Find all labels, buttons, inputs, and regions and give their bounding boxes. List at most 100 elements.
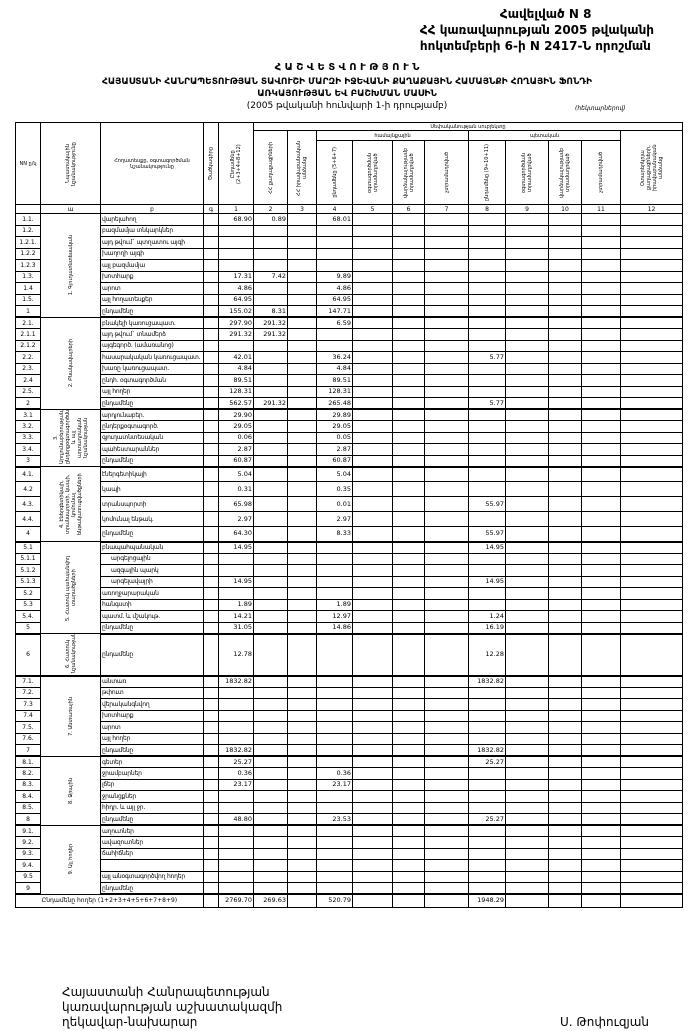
- code-cell: [203, 778, 219, 791]
- group-label-text: 3. Արդյունաբերության, ընդերքօգտագործման …: [52, 409, 89, 465]
- value-c1: [218, 698, 254, 711]
- value-c12: [619, 328, 684, 341]
- value-c2: 7.42: [253, 270, 288, 283]
- value-c8: [468, 481, 506, 497]
- land-type: առողջարարական: [100, 587, 204, 600]
- value-c3: [287, 236, 317, 249]
- value-c8: 25.27: [468, 813, 506, 826]
- code-cell: [203, 385, 219, 398]
- value-c3: [287, 339, 317, 352]
- table-row: 1.3. խոտհարք 17.31 7.42 9.89: [15, 270, 684, 283]
- value-c5: [352, 431, 393, 444]
- value-c3: [287, 270, 317, 283]
- value-c12: [619, 385, 684, 398]
- value-c7: [424, 744, 469, 757]
- code-cell: [203, 564, 219, 577]
- group-label-text: 7. Անտառային: [67, 696, 74, 736]
- value-c10: [548, 552, 582, 565]
- code-cell: [203, 709, 219, 722]
- value-c4: 29.89: [316, 408, 353, 421]
- value-c12: [619, 224, 684, 237]
- value-c10: [548, 598, 582, 611]
- value-c3: [287, 541, 317, 554]
- value-c5: [352, 633, 393, 677]
- value-c5: [352, 247, 393, 260]
- value-c12: [619, 836, 684, 849]
- header-owner-group: Սեփականության սուբյեկտը: [252, 122, 684, 131]
- value-c7: [424, 526, 469, 543]
- value-c6: [392, 408, 425, 421]
- value-c5: [352, 698, 393, 711]
- value-c12: [619, 408, 684, 421]
- report-subtitle: ՀԱՅԱՍՏԱՆԻ ՀԱՆՐԱՊԵՏՈՒԹՅԱՆ ՏԱՎՈՒՇԻ ՄԱՐԶԻ Ի…: [102, 77, 592, 87]
- value-c5: [352, 397, 393, 410]
- value-c1: [218, 709, 254, 722]
- value-c6: [392, 339, 425, 352]
- group-label-text: 2. Բնակավայրերի: [67, 338, 74, 388]
- value-c3: [287, 224, 317, 237]
- land-type: աղուտներ: [100, 824, 204, 837]
- value-c12: [619, 801, 684, 814]
- value-c8: [468, 686, 506, 699]
- value-c11: [581, 385, 621, 398]
- index-cell: 9: [505, 204, 549, 214]
- value-c1: 5.04: [218, 466, 254, 482]
- land-type: պահեստարաններ: [100, 443, 204, 456]
- table-row: 7.6. այլ հողեր: [15, 732, 684, 745]
- value-c3: [287, 316, 317, 329]
- group-label: 8. Ջրային: [40, 755, 101, 826]
- value-c1: 2.97: [218, 511, 254, 527]
- value-c3: [287, 801, 317, 814]
- value-c5: [352, 526, 393, 543]
- group-label: 5. Հատուկ պահպանվող տարածքների: [40, 541, 101, 634]
- value-c4: [316, 339, 353, 352]
- index-cell: 2: [253, 204, 288, 214]
- value-c7: [424, 790, 469, 803]
- value-c3: [287, 698, 317, 711]
- land-type: հիդր. և այլ ջր.: [100, 801, 204, 814]
- value-c6: [392, 813, 425, 826]
- value-c6: [392, 709, 425, 722]
- table-row: 2.4 ընդհ. օգտագործման 89.51 89.51: [15, 374, 684, 387]
- value-c7: [424, 721, 469, 734]
- value-c6: [392, 778, 425, 791]
- value-c9: [505, 282, 549, 295]
- value-c7: [424, 598, 469, 611]
- table-row: 2.1.2 այգեգործ. (ամառանոց): [15, 339, 684, 352]
- value-c8: [468, 721, 506, 734]
- value-c2: 291.32: [253, 397, 288, 410]
- value-c10: [548, 224, 582, 237]
- value-c1: [218, 587, 254, 600]
- value-c12: [619, 610, 684, 623]
- value-c12: [619, 587, 684, 600]
- table-row: 1.4 արոտ 4.86 4.86: [15, 282, 684, 295]
- value-c7: [424, 882, 469, 895]
- value-c3: [287, 882, 317, 895]
- value-c8: [468, 408, 506, 421]
- value-c4: [316, 686, 353, 699]
- value-c1: 14.21: [218, 610, 254, 623]
- code-cell: [203, 859, 219, 872]
- value-c10: [548, 698, 582, 711]
- value-c8: 5.77: [468, 351, 506, 364]
- value-c5: [352, 236, 393, 249]
- value-c10: [548, 454, 582, 468]
- value-c11: [581, 374, 621, 387]
- row-number: 7.3: [15, 698, 41, 711]
- table-row: 7 ընդամենը 1832.82 1832.82: [15, 744, 684, 757]
- value-c8: [468, 328, 506, 341]
- value-c9: [505, 824, 549, 837]
- row-number: 9.5: [15, 870, 41, 883]
- value-c8: [468, 552, 506, 565]
- value-c12: [619, 755, 684, 768]
- code-cell: [203, 305, 219, 318]
- land-type: արգելավայրի: [100, 575, 204, 588]
- value-c6: [392, 236, 425, 249]
- code-cell: [203, 575, 219, 588]
- signatory-name: Ս. Թոփուզյան: [560, 1015, 650, 1029]
- value-c7: [424, 801, 469, 814]
- value-c7: [424, 587, 469, 600]
- table-row: 4.3. տրանսպորտի 65.98 0.01 55.97: [15, 496, 684, 512]
- value-c10: [548, 633, 582, 677]
- value-c5: [352, 744, 393, 757]
